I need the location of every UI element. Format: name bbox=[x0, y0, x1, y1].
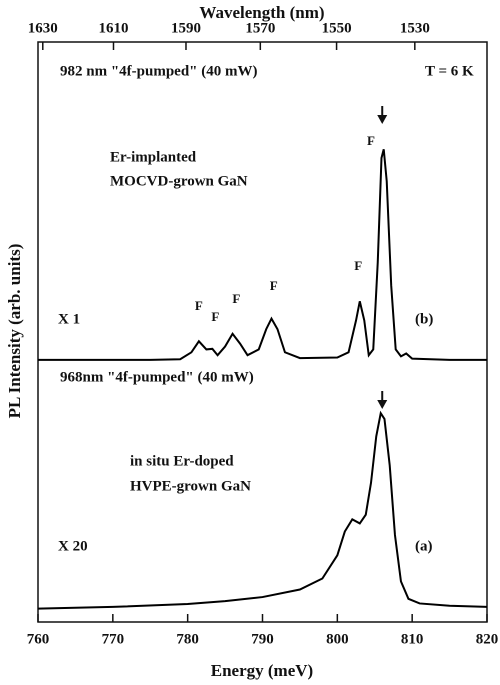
x2-tick-label: 1530 bbox=[400, 20, 430, 36]
x2-axis-label: Wavelength (nm) bbox=[199, 3, 324, 22]
plot-frame bbox=[37, 41, 488, 623]
series-label: (b) bbox=[415, 311, 433, 327]
x-tick-label: 770 bbox=[102, 631, 125, 647]
arrow-head bbox=[377, 400, 388, 409]
x-tick-label: 790 bbox=[251, 631, 274, 647]
peak-label: F bbox=[367, 133, 375, 148]
annotation: T = 6 K bbox=[425, 63, 474, 79]
x-tick-label: 760 bbox=[27, 631, 50, 647]
x2-tick-label: 1610 bbox=[98, 20, 128, 36]
x-axis-label: Energy (meV) bbox=[211, 661, 313, 680]
x2-tick-label: 1590 bbox=[171, 20, 201, 36]
y-axis-label: PL Intensity (arb. units) bbox=[5, 244, 24, 419]
x-tick-label: 780 bbox=[176, 631, 199, 647]
x-tick-label: 820 bbox=[476, 631, 499, 647]
x-tick-label: 810 bbox=[401, 631, 424, 647]
peak-label: F bbox=[270, 278, 278, 293]
series-label: (a) bbox=[415, 538, 433, 554]
annotation: 968nm "4f-pumped" (40 mW) bbox=[60, 369, 254, 385]
peak-label: F bbox=[211, 309, 219, 324]
peak-label: F bbox=[195, 298, 203, 313]
x2-tick-label: 1630 bbox=[28, 20, 58, 36]
arrow-head bbox=[377, 115, 388, 124]
x-tick-label: 800 bbox=[326, 631, 349, 647]
annotation: in situ Er-doped bbox=[130, 453, 234, 469]
spectrum-line bbox=[37, 410, 488, 610]
x2-tick-label: 1550 bbox=[322, 20, 352, 36]
peak-label: F bbox=[232, 291, 240, 306]
annotation: X 20 bbox=[58, 538, 88, 554]
annotation: Er-implanted bbox=[110, 149, 197, 165]
annotation: X 1 bbox=[58, 311, 80, 327]
annotation: 982 nm "4f-pumped" (40 mW) bbox=[60, 63, 258, 79]
annotation: MOCVD-grown GaN bbox=[110, 173, 248, 189]
annotation: HVPE-grown GaN bbox=[130, 478, 251, 494]
x2-tick-label: 1570 bbox=[245, 20, 275, 36]
spectrum-line bbox=[38, 149, 487, 361]
peak-label: F bbox=[354, 258, 362, 273]
